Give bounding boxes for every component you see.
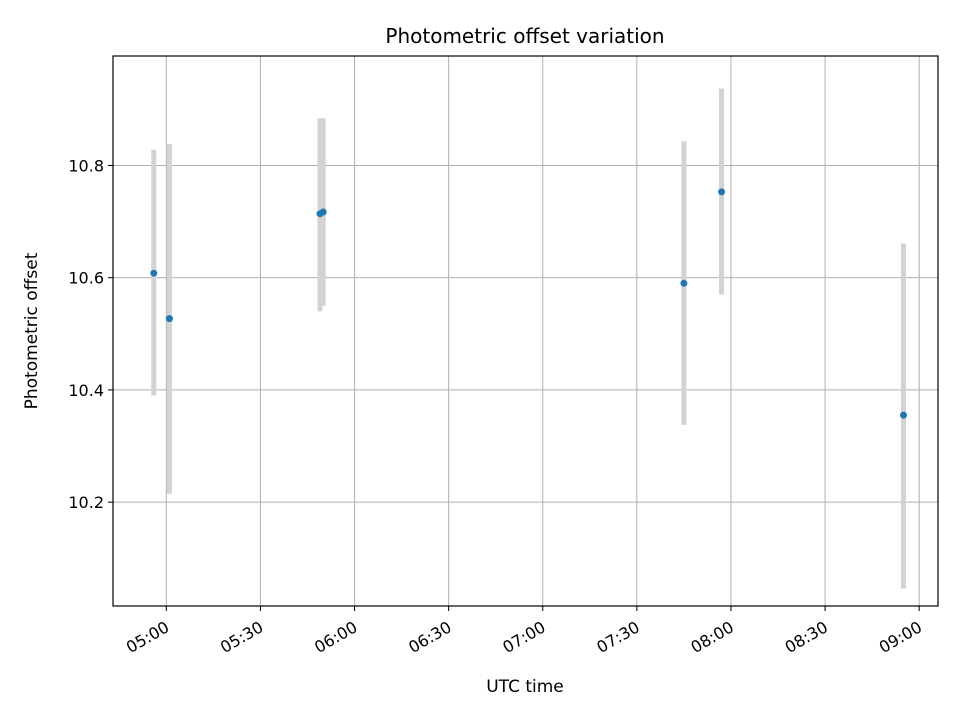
data-points — [150, 188, 907, 419]
grid — [113, 56, 938, 606]
y-tick-label: 10.2 — [68, 493, 104, 512]
plot-frame — [112, 55, 939, 607]
y-axis-ticks: 10.2 10.4 10.6 10.8 — [68, 156, 113, 512]
y-axis-label: Photometric offset — [22, 252, 42, 409]
data-point — [899, 411, 907, 419]
y-tick-label: 10.8 — [68, 156, 104, 175]
data-point — [319, 208, 327, 216]
y-tick-label: 10.6 — [68, 269, 104, 288]
data-point — [150, 269, 158, 277]
data-point — [165, 315, 173, 323]
y-tick-label: 10.4 — [68, 381, 104, 400]
x-axis-label: UTC time — [486, 677, 564, 697]
chart-title: Photometric offset variation — [385, 24, 664, 48]
data-point — [680, 279, 688, 287]
data-point — [718, 188, 726, 196]
